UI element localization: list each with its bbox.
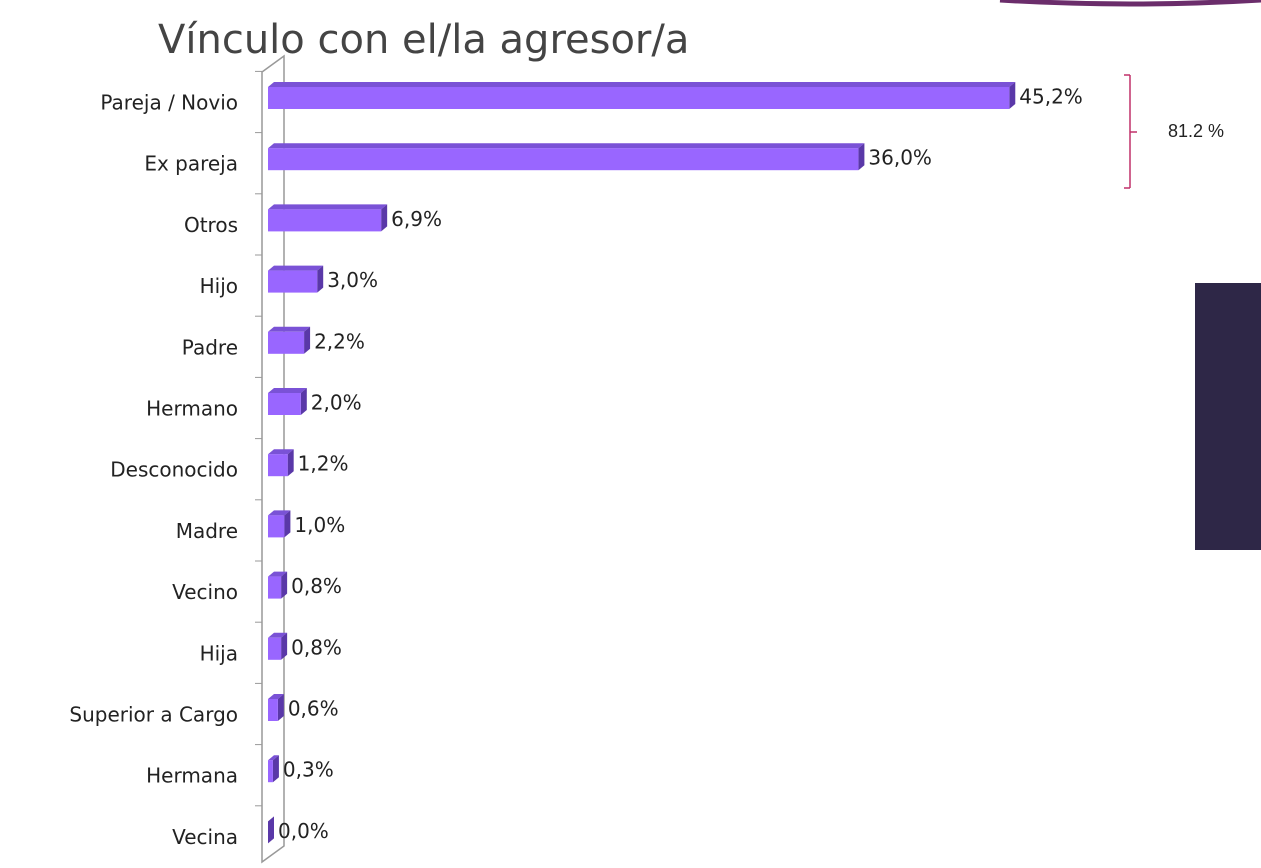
y-tick-label: Pareja / Novio bbox=[100, 91, 238, 115]
bar bbox=[268, 143, 865, 171]
bar-top bbox=[268, 510, 291, 516]
bar-side bbox=[300, 388, 307, 415]
bar bbox=[268, 82, 1016, 109]
slide-border bbox=[999, 0, 1261, 7]
y-tick-label: Vecino bbox=[172, 580, 238, 604]
chart-title: Vínculo con el/la agresor/a bbox=[158, 17, 689, 63]
bar-top bbox=[268, 755, 279, 761]
bar-front bbox=[268, 454, 288, 477]
bar-front bbox=[268, 209, 382, 232]
bar-front bbox=[268, 87, 1010, 109]
value-label: 45,2% bbox=[1019, 85, 1083, 109]
bar-side bbox=[1009, 82, 1016, 109]
bar bbox=[268, 694, 284, 721]
bar-side bbox=[277, 694, 284, 721]
y-tick-label: Madre bbox=[176, 519, 238, 543]
bar-front bbox=[268, 393, 301, 415]
bar bbox=[268, 755, 279, 783]
bracket bbox=[1124, 74, 1137, 189]
bar-side bbox=[317, 265, 324, 293]
bar bbox=[268, 571, 288, 599]
bar-side bbox=[281, 632, 288, 660]
value-label: 3,0% bbox=[327, 268, 378, 292]
bar-front bbox=[268, 576, 282, 599]
value-label: 0,0% bbox=[278, 819, 329, 843]
bar bbox=[268, 204, 388, 232]
bar bbox=[268, 449, 294, 477]
y-tick-label: Padre bbox=[182, 335, 238, 359]
y-tick-label: Superior a Cargo bbox=[69, 703, 238, 727]
bar-front bbox=[268, 760, 273, 783]
value-label: 1,2% bbox=[298, 452, 349, 476]
bar bbox=[268, 326, 311, 354]
bar-top bbox=[268, 694, 284, 699]
bar bbox=[268, 632, 288, 660]
annotation: 81.2 % bbox=[1168, 121, 1224, 141]
bar-top bbox=[268, 82, 1016, 87]
y-tick-label: Otros bbox=[184, 213, 238, 237]
value-label: 1,0% bbox=[294, 513, 345, 537]
y-tick-label: Desconocido bbox=[110, 458, 238, 482]
value-label: 0,8% bbox=[291, 635, 342, 659]
bar-top bbox=[268, 204, 388, 210]
value-label: 2,0% bbox=[311, 391, 362, 415]
bar-top bbox=[268, 571, 288, 577]
y-tick-label: Hija bbox=[200, 641, 238, 665]
bar-side bbox=[268, 816, 274, 844]
bar-top bbox=[268, 143, 865, 149]
bar-side bbox=[858, 143, 865, 171]
bar-top bbox=[268, 388, 307, 393]
side-panel bbox=[1195, 283, 1261, 550]
y-tick-label: Hijo bbox=[200, 274, 238, 298]
y-tick-label: Hermana bbox=[146, 764, 238, 788]
bar bbox=[268, 816, 274, 844]
bar-top bbox=[268, 326, 311, 332]
bar bbox=[268, 388, 307, 415]
bar-side bbox=[284, 510, 291, 538]
value-label: 2,2% bbox=[314, 329, 365, 353]
bar-side bbox=[281, 571, 288, 599]
value-label: 0,3% bbox=[283, 758, 334, 782]
bar-front bbox=[268, 148, 859, 171]
bar-front bbox=[268, 515, 285, 538]
value-label: 0,8% bbox=[291, 574, 342, 598]
y-tick-label: Vecina bbox=[172, 825, 238, 849]
bar-top bbox=[268, 449, 294, 455]
bar-front bbox=[268, 637, 282, 660]
value-label: 0,6% bbox=[288, 697, 339, 721]
value-label: 6,9% bbox=[391, 207, 442, 231]
bar-side bbox=[304, 326, 311, 354]
bar-top bbox=[268, 265, 324, 271]
bar-front bbox=[268, 331, 305, 354]
value-label: 36,0% bbox=[868, 146, 932, 170]
axis-wall bbox=[261, 54, 285, 864]
bar-side bbox=[381, 204, 388, 232]
y-tick-label: Ex pareja bbox=[144, 152, 238, 176]
bar-front bbox=[268, 270, 318, 293]
bar bbox=[268, 265, 324, 293]
y-tick-label: Hermano bbox=[146, 397, 238, 421]
bar bbox=[268, 510, 291, 538]
bar-side bbox=[287, 449, 294, 477]
bar-side bbox=[272, 755, 279, 783]
bar-top bbox=[268, 632, 288, 638]
bar-front bbox=[268, 699, 278, 721]
